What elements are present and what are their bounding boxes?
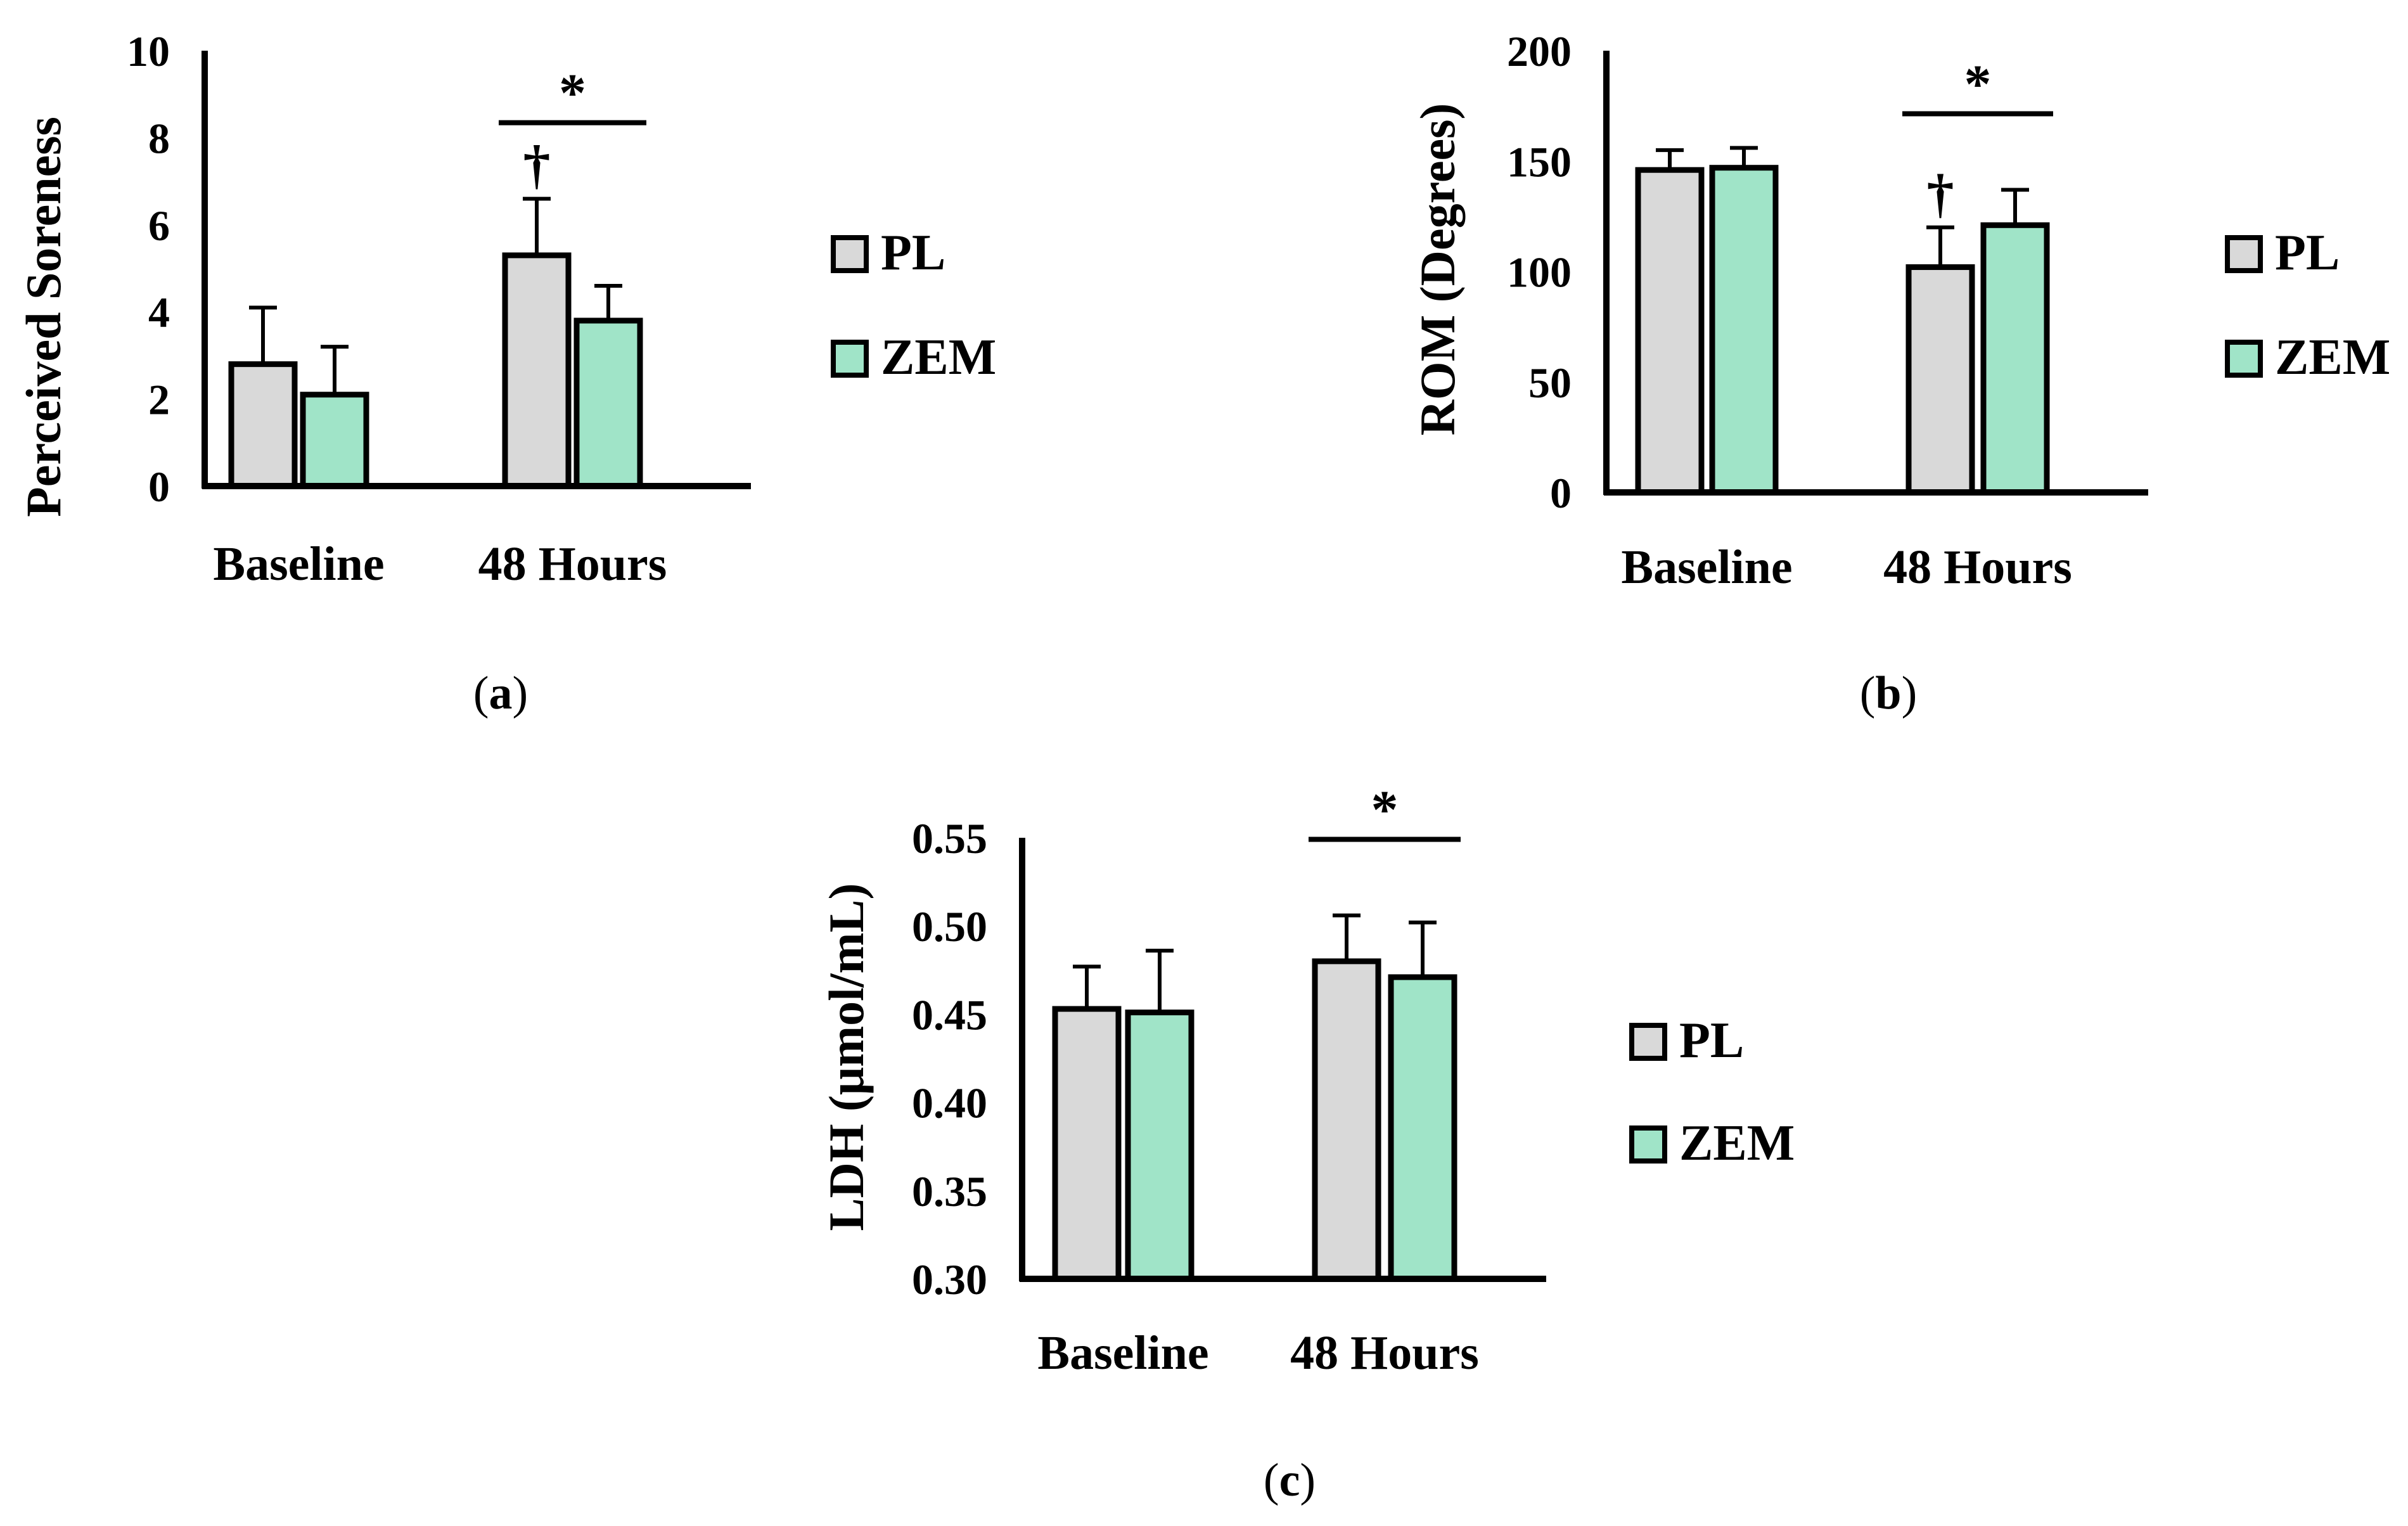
bar-pl-0	[1052, 1006, 1122, 1282]
y-tick-label: 8	[148, 114, 170, 162]
legend-label: ZEM	[2275, 330, 2390, 385]
panel-label: (c)	[1264, 1454, 1316, 1506]
legend-label: ZEM	[1679, 1115, 1795, 1171]
y-tick-label: 0.50	[912, 902, 987, 951]
y-tick-label: 4	[148, 288, 170, 337]
bar-zem-1	[1980, 222, 2050, 496]
legend-label: PL	[2275, 225, 2340, 281]
y-tick-label: 0.40	[912, 1079, 987, 1127]
y-tick-label: 2	[148, 376, 170, 424]
y-tick-label: 200	[1507, 27, 1572, 75]
y-tick-label: 0	[148, 463, 170, 511]
bar-pl-0	[1635, 167, 1705, 496]
x-category-label: Baseline	[213, 537, 384, 591]
y-tick-label: 0.55	[912, 814, 987, 862]
bar-zem-0	[1125, 1010, 1194, 1282]
x-category-label: 48 Hours	[1290, 1326, 1479, 1380]
bar-zem-0	[300, 392, 369, 489]
bar-pl-1	[1905, 264, 1975, 496]
bar-zem-1	[573, 317, 643, 489]
y-tick-label: 50	[1528, 359, 1572, 407]
legend-swatch-pl	[831, 235, 869, 273]
legend-label: PL	[881, 225, 945, 281]
bar-zem-1	[1388, 974, 1457, 1282]
legend-swatch-pl	[2225, 235, 2263, 273]
y-tick-label: 100	[1507, 248, 1572, 297]
chart-panel-c: 0.30 0.35 0.40 0.45 0.50 0.55 LDH (μmol/mL) Bas…	[819, 779, 1795, 1506]
x-category-label: 48 Hours	[478, 537, 667, 591]
legend-swatch-pl	[1629, 1023, 1667, 1061]
dagger-marker: †	[1927, 163, 1954, 224]
y-axis-label: LDH (μmol/mL)	[819, 883, 874, 1231]
y-tick-label: 0.45	[912, 991, 987, 1039]
legend-label: ZEM	[881, 330, 996, 385]
y-axis-label: Perceived Soreness	[16, 117, 71, 517]
panel-label: (a)	[473, 667, 528, 719]
y-tick-label: 0.35	[912, 1167, 987, 1215]
x-category-label: 48 Hours	[1883, 541, 2072, 594]
legend-swatch-zem	[2225, 340, 2263, 378]
bar-pl-0	[228, 361, 298, 489]
y-tick-label: 10	[127, 27, 170, 75]
y-tick-label: 150	[1507, 138, 1572, 186]
legend-swatch-zem	[831, 340, 869, 378]
x-category-label: Baseline	[1621, 541, 1792, 594]
y-tick-label: 0.30	[912, 1255, 987, 1304]
significance-marker: *	[559, 63, 586, 124]
y-tick-label: 0	[1550, 469, 1572, 517]
chart-panel-a: 0 2 4 6 8 10 Perceived Soreness Baseline 48 Hour…	[16, 27, 996, 719]
significance-marker: *	[1371, 779, 1399, 840]
legend-label: PL	[1679, 1013, 1744, 1068]
y-tick-label: 6	[148, 202, 170, 250]
legend-swatch-zem	[1629, 1125, 1667, 1164]
chart-panel-b: 0 50 100 150 200 ROM (Degrees) Baseline 48 Hour…	[1410, 27, 2390, 719]
bar-pl-1	[502, 252, 572, 489]
bar-zem-0	[1709, 165, 1779, 496]
panel-label: (b)	[1860, 667, 1917, 719]
bar-pl-1	[1312, 958, 1381, 1282]
x-category-label: Baseline	[1037, 1326, 1208, 1380]
dagger-marker: †	[523, 134, 551, 195]
y-axis-label: ROM (Degrees)	[1410, 103, 1465, 436]
significance-marker: *	[1964, 54, 1992, 115]
